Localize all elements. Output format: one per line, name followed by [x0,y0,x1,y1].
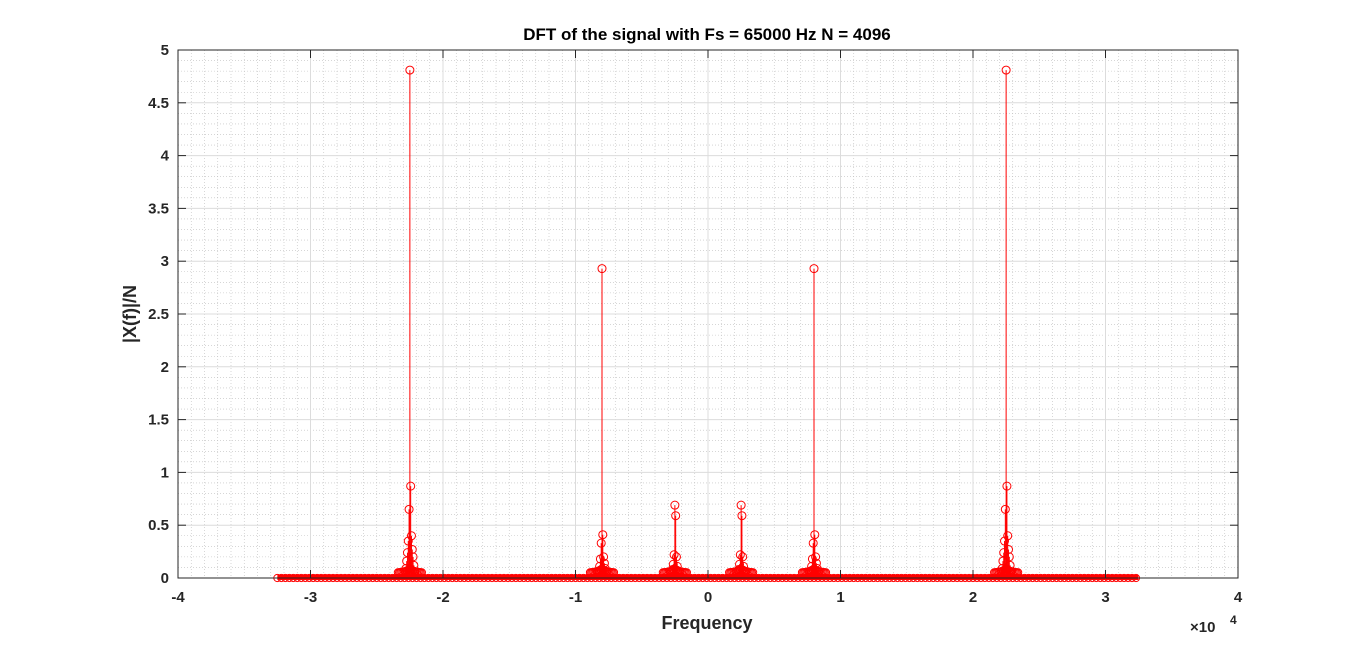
x-tick-labels: -4 -3 -2 -1 0 1 2 3 4 [171,589,1243,606]
y-tick-label: 0 [161,570,169,587]
stem-marker [598,530,608,540]
side-lobe-marker [1000,565,1010,574]
y-tick-label: 3.5 [148,200,169,217]
stem-marker [809,264,819,274]
stem-marker [403,536,413,546]
x-tick-label: 3 [1101,589,1109,606]
side-lobe-marker [749,568,758,577]
x-tick-label: 1 [836,589,844,606]
stem-marker [404,504,414,514]
side-lobe-marker [735,565,745,574]
x-tick-label: 4 [1234,589,1243,606]
x-exponent-base: ×10 [1190,619,1215,636]
stem-marker [408,552,418,562]
y-tick-label: 1.5 [148,412,169,429]
major-grid [177,49,1239,579]
chart-title: DFT of the signal with Fs = 65000 Hz N =… [523,25,891,44]
stem-marker [671,511,681,521]
side-lobe-marker [669,565,678,574]
y-tick-label: 5 [161,42,169,59]
peak-stem-group [658,500,691,578]
y-tick-label: 2.5 [148,306,169,323]
side-lobe-marker [609,568,619,577]
axis-ticks [177,49,1239,579]
peak-stem-group [725,500,758,578]
stem-marker [669,550,679,560]
y-tick-label: 0.5 [148,517,169,534]
side-lobe-marker [1014,568,1023,577]
stem-marker [810,530,820,540]
y-tick-label: 4 [161,148,170,165]
stem-marker [808,538,818,548]
stem-marker [1000,536,1010,546]
x-exponent-power: 4 [1230,613,1237,627]
side-lobe-marker [682,568,691,577]
stem-marker [737,511,747,521]
stem-marker [671,552,681,562]
stem-marker [1004,544,1014,554]
stem-marker [735,550,745,560]
x-exponent: ×10 4 [1190,613,1237,636]
stem-marker [596,538,606,548]
stem-marker [405,65,415,75]
peak-stem-group [797,264,831,578]
stem-marker [402,548,412,558]
stem-marker [1001,65,1011,75]
x-axis-label: Frequency [661,613,752,633]
stem-marker [998,556,1008,566]
y-axis-label: |X(f)|/N [120,285,140,343]
x-tick-label: -3 [304,589,317,606]
stem-marker [407,544,417,554]
stem-marker [402,556,412,566]
stem-marker [406,481,416,491]
side-lobe-marker [417,568,426,577]
plot-area [177,49,1239,583]
y-tick-labels: 0 0.5 1 1.5 2 2.5 3 3.5 4 4.5 5 [148,42,170,587]
peak-stem-group [990,65,1023,578]
x-tick-label: -4 [171,589,185,606]
stem-marker [999,548,1009,558]
y-tick-label: 3 [161,253,169,270]
stem-marker [597,264,607,274]
y-tick-label: 1 [161,464,169,481]
stem-marker [406,531,416,541]
y-tick-label: 2 [161,359,169,376]
x-tick-label: 0 [704,589,712,606]
stem-marker [1002,481,1012,491]
side-lobe-marker [404,565,413,574]
y-tick-label: 4.5 [148,95,169,112]
stem-marker [670,500,680,510]
side-lobe-marker [821,568,831,577]
side-lobe-marker [808,565,817,574]
stem-marker [1000,504,1010,514]
x-tick-label: -1 [569,589,582,606]
peak-stem-group [393,65,426,578]
stem-marker [1003,531,1013,541]
x-tick-label: 2 [969,589,977,606]
stem-marker [736,500,746,510]
x-tick-label: -2 [436,589,449,606]
peak-stem-group [585,264,619,578]
stem-marker [738,552,748,562]
side-lobe-marker [596,565,605,574]
stem-marker [1004,552,1014,562]
